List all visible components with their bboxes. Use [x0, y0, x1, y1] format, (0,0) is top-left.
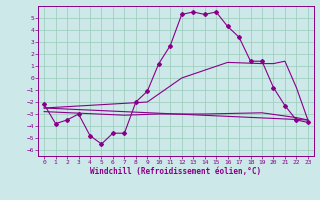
X-axis label: Windchill (Refroidissement éolien,°C): Windchill (Refroidissement éolien,°C): [91, 167, 261, 176]
